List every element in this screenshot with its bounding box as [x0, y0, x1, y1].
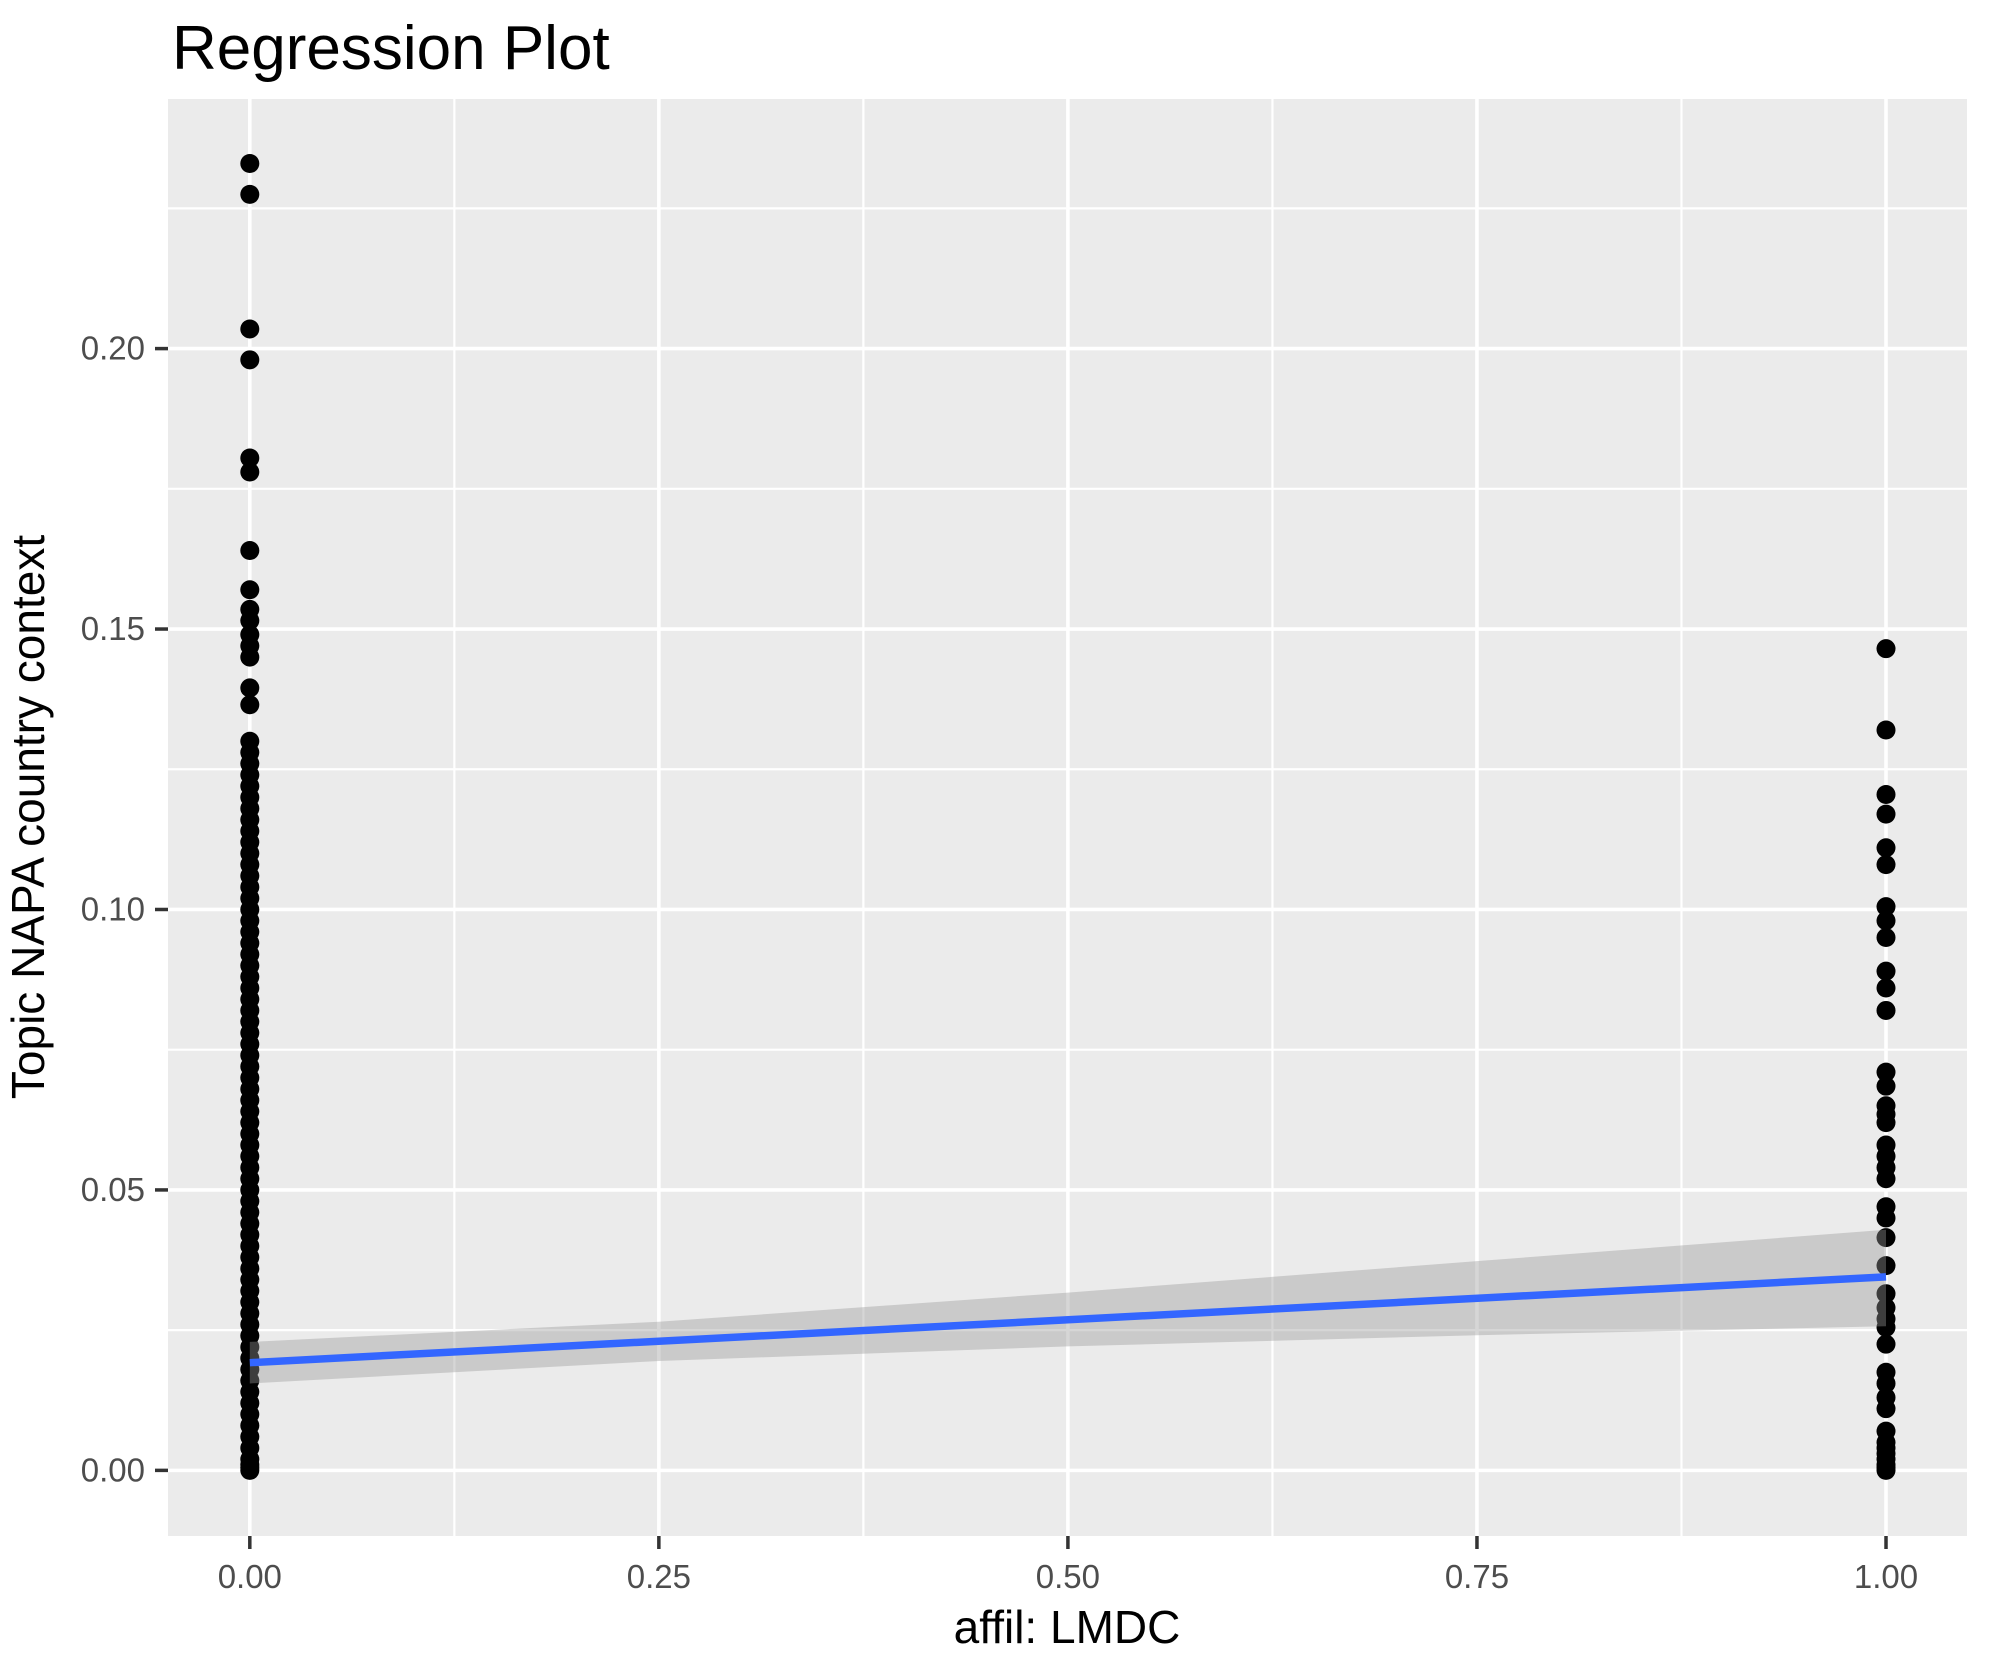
data-point: [240, 647, 260, 667]
data-point: [1876, 838, 1896, 858]
x-axis-title: affil: LMDC: [954, 1601, 1181, 1653]
data-point: [240, 319, 260, 339]
data-point: [1876, 1208, 1896, 1228]
data-point: [1876, 1256, 1896, 1276]
data-point: [1876, 785, 1896, 805]
y-tick-label: 0.20: [81, 330, 145, 367]
data-point: [1876, 1076, 1896, 1096]
y-axis-title: Topic NAPA country context: [2, 535, 54, 1099]
data-point: [1876, 897, 1896, 917]
data-point: [240, 184, 260, 204]
data-point: [240, 611, 260, 631]
plot-title: Regression Plot: [172, 14, 610, 83]
data-point: [1876, 639, 1896, 659]
data-point: [240, 580, 260, 600]
regression-line: [249, 1273, 1887, 1367]
data-point: [1876, 804, 1896, 824]
data-point: [1876, 1373, 1896, 1393]
data-point: [1876, 911, 1896, 931]
data-point: [1876, 1284, 1896, 1304]
data-point: [1876, 1228, 1896, 1248]
data-point: [240, 1460, 260, 1480]
y-tick-label: 0.00: [81, 1451, 145, 1488]
data-point: [1876, 1000, 1896, 1020]
x-tick-label: 0.25: [627, 1558, 691, 1595]
data-point: [1876, 1334, 1896, 1354]
y-tick-label: 0.10: [81, 890, 145, 927]
x-tick-label: 0.50: [1036, 1558, 1100, 1595]
data-point: [1876, 1113, 1896, 1133]
scatter-points: [240, 154, 1896, 1480]
y-tick-label: 0.15: [81, 610, 145, 647]
data-point: [1876, 855, 1896, 875]
data-point: [240, 462, 260, 482]
data-point: [1876, 1062, 1896, 1082]
data-point: [1876, 1399, 1896, 1419]
data-point: [240, 154, 260, 174]
axis-tick-marks: [155, 346, 1888, 1549]
data-point: [240, 541, 260, 561]
data-point: [240, 350, 260, 370]
data-point: [1876, 1169, 1896, 1189]
data-point: [1876, 961, 1896, 981]
x-tick-label: 1.00: [1854, 1558, 1918, 1595]
data-point: [1876, 1317, 1896, 1337]
data-point: [240, 448, 260, 468]
confidence-ribbon: [249, 1229, 1887, 1384]
data-point: [240, 678, 260, 698]
axis-tick-labels: 0.00 0.25 0.50 0.75 1.00 0.00 0.05 0.10 0.15 0.20: [81, 330, 1918, 1595]
data-point: [1876, 1460, 1896, 1480]
x-tick-label: 0.00: [218, 1558, 282, 1595]
data-point: [1876, 978, 1896, 998]
data-point: [1876, 720, 1896, 740]
y-tick-label: 0.05: [81, 1171, 145, 1208]
data-point: [240, 695, 260, 715]
data-point: [1876, 928, 1896, 948]
x-tick-label: 0.75: [1445, 1558, 1509, 1595]
